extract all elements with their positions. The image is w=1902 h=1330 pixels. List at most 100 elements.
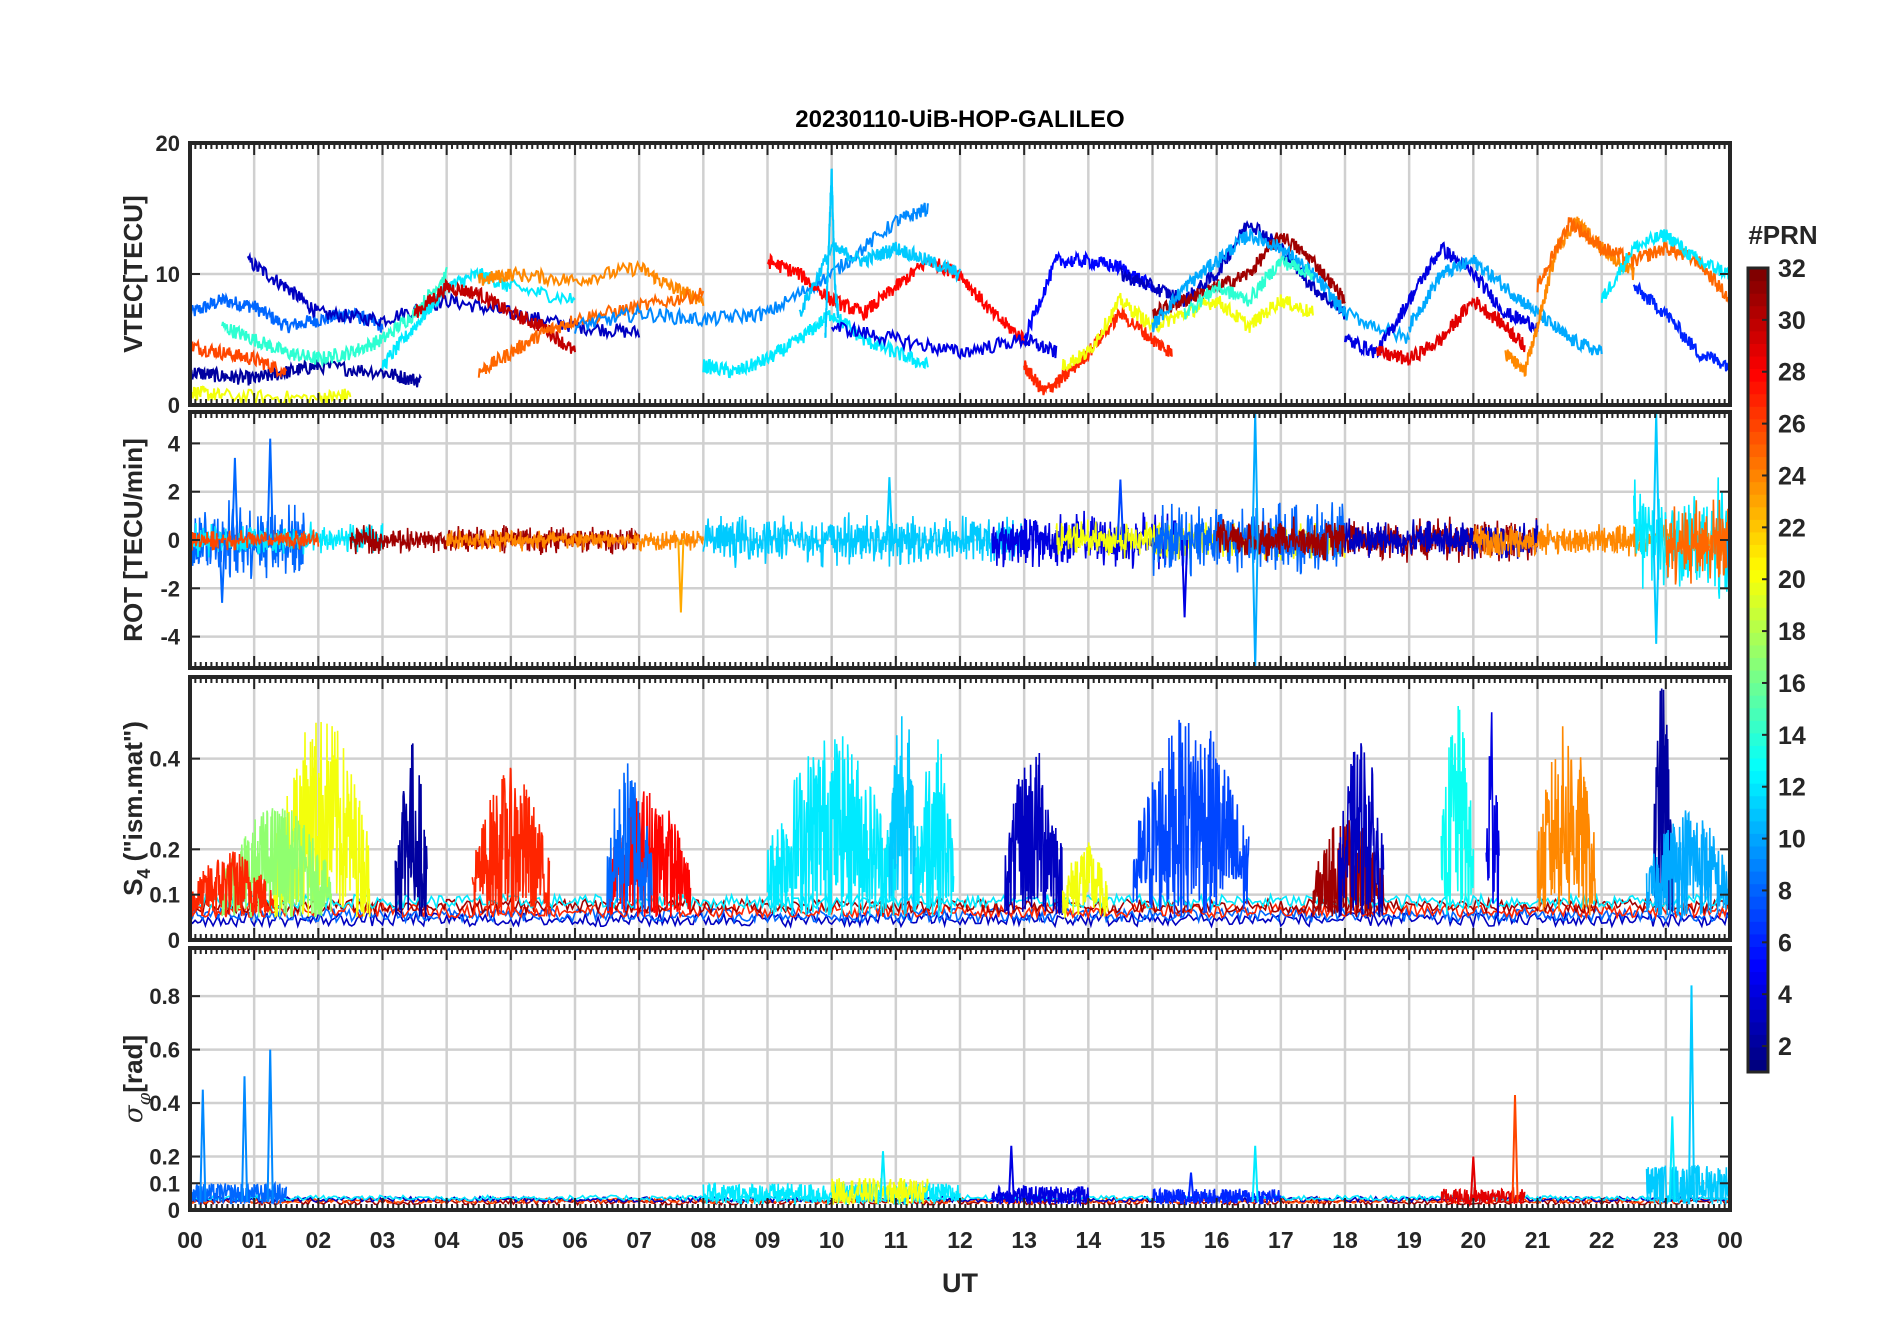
y-tick-label: -2	[160, 576, 180, 601]
s4-baseline-prn-3	[190, 910, 1730, 930]
series-line-prn-25	[1536, 217, 1730, 305]
spike-prn-7	[1116, 479, 1124, 541]
y-tick-label: 2	[168, 480, 180, 505]
colorbar-segment	[1748, 670, 1768, 684]
spike-prn-9	[266, 1049, 274, 1203]
sigma-band-prn-20	[830, 1177, 929, 1207]
y-ticks: 00.10.2 0.4 0.6 0.8	[149, 984, 1730, 1223]
s4-baseline-prn-31	[190, 896, 1730, 916]
colorbar-segment	[1748, 732, 1768, 746]
panel-vtec: 0 10 20 VTEC[TECU]	[118, 131, 1732, 418]
x-tick-labels: 00 01 02 03 04 05 06 07 08 09 10 11 12 13 14 15 16 17 18 19…	[177, 1227, 1743, 1253]
series-line-prn-2	[190, 355, 422, 388]
colorbar-segment	[1748, 858, 1768, 872]
colorbar-tick-label: 6	[1778, 929, 1792, 957]
colorbar-segment	[1748, 305, 1768, 319]
y-tick-label: 10	[156, 262, 180, 287]
y-tick-label: 0	[168, 1198, 180, 1223]
s4-burst-prn-2	[394, 743, 428, 917]
y-tick-label: -4	[160, 625, 180, 650]
series-line-prn-12	[381, 266, 576, 370]
colorbar-tick-label: 4	[1778, 981, 1792, 1009]
colorbar-segment	[1748, 871, 1768, 885]
x-tick-label: 13	[1011, 1227, 1037, 1253]
colorbar-tick-label: 30	[1778, 307, 1806, 335]
x-tick-label: 17	[1268, 1227, 1294, 1253]
series-line-prn-28	[766, 252, 1026, 345]
spike-prn-9	[199, 1089, 207, 1203]
x-tick-label: 18	[1332, 1227, 1358, 1253]
colorbar-segment	[1748, 845, 1768, 860]
series-line-prn-4	[830, 321, 1058, 361]
series-line-prn-24	[477, 259, 705, 307]
colorbar-segment	[1748, 770, 1768, 784]
series-line-prn-20	[190, 385, 352, 405]
x-tick-label: 04	[434, 1227, 460, 1253]
s4-burst-prn-11	[888, 716, 916, 918]
y-axis-label: ROT [TECU/min]	[118, 438, 148, 642]
colorbar-segment	[1748, 1046, 1768, 1061]
colorbar-tick-label: 10	[1778, 826, 1806, 854]
colorbar-segment	[1748, 971, 1768, 985]
x-tick-label: 22	[1589, 1227, 1615, 1253]
s4-burst-prn-27	[471, 767, 551, 918]
x-tick-label: 02	[306, 1227, 332, 1253]
y-ticks: 0 10 20	[156, 131, 1730, 418]
colorbar-segment	[1748, 431, 1768, 445]
s4-burst-prn-3	[1337, 743, 1385, 918]
colorbar-segment	[1748, 355, 1768, 370]
series-line-prn-3	[1119, 219, 1346, 320]
y-tick-label: 0.2	[149, 837, 180, 862]
colorbar-segment	[1748, 443, 1768, 458]
colorbar-segment	[1748, 469, 1768, 483]
series-line-prn-24	[1504, 216, 1635, 377]
y-tick-label: 0.2	[149, 1145, 180, 1170]
s4-burst-prn-7	[1132, 719, 1250, 918]
x-tick-label: 10	[819, 1227, 845, 1253]
x-tick-label: 20	[1461, 1227, 1487, 1253]
colorbar-tick-label: 24	[1778, 462, 1806, 490]
x-tick-label: 03	[370, 1227, 396, 1253]
colorbar-tick-label: 8	[1778, 877, 1792, 905]
colorbar-tick-label: 12	[1778, 774, 1806, 802]
colorbar-segment	[1748, 896, 1768, 910]
spike-prn-12	[879, 1151, 887, 1203]
x-tick-label: 15	[1140, 1227, 1166, 1253]
series-line-prn-11	[824, 168, 840, 338]
series-line-prn-12	[1600, 229, 1730, 303]
colorbar-segment	[1748, 720, 1768, 734]
colorbar-tick-label: 20	[1778, 566, 1806, 594]
plot-lines	[190, 688, 1730, 930]
x-tick-label: 19	[1396, 1227, 1422, 1253]
colorbar-segment	[1748, 556, 1768, 571]
colorbar-segment	[1748, 268, 1768, 282]
y-tick-label: 0.8	[149, 984, 180, 1009]
colorbar-tick-label: 2	[1778, 1033, 1792, 1061]
panel-rot: -4 -2 0 2 4 ROT [TECU/min]	[118, 410, 1732, 670]
spike-prn-9	[241, 1076, 249, 1203]
colorbar-segment	[1748, 456, 1768, 470]
colorbar-segment	[1748, 1034, 1768, 1048]
y-tick-label: 4	[168, 431, 181, 456]
rot-trace-prn-12	[1633, 477, 1730, 599]
series-line-prn-11	[798, 241, 961, 317]
s4-burst-prn-27	[190, 851, 275, 917]
series-line-prn-30	[413, 278, 576, 354]
rot-trace-prn-24	[445, 528, 705, 553]
s4-burst-prn-12	[914, 739, 955, 918]
series-line-prn-29	[1376, 296, 1526, 366]
colorbar-segment	[1748, 607, 1768, 621]
spike-prn-26	[1511, 1094, 1519, 1203]
spike-prn-12	[1668, 1116, 1676, 1203]
colorbar-segment	[1748, 695, 1768, 709]
x-ticks	[189, 948, 1731, 1210]
y-tick-label: 0	[168, 928, 180, 953]
colorbar-segment	[1748, 569, 1768, 583]
colorbar-segment	[1748, 958, 1768, 973]
spike-prn-8	[231, 457, 239, 541]
colorbar-segment	[1748, 820, 1768, 834]
colorbar-segment	[1748, 330, 1768, 344]
spike-prn-23	[677, 539, 685, 613]
spike-prn-6	[1187, 1172, 1195, 1203]
colorbar-segment	[1748, 745, 1768, 759]
